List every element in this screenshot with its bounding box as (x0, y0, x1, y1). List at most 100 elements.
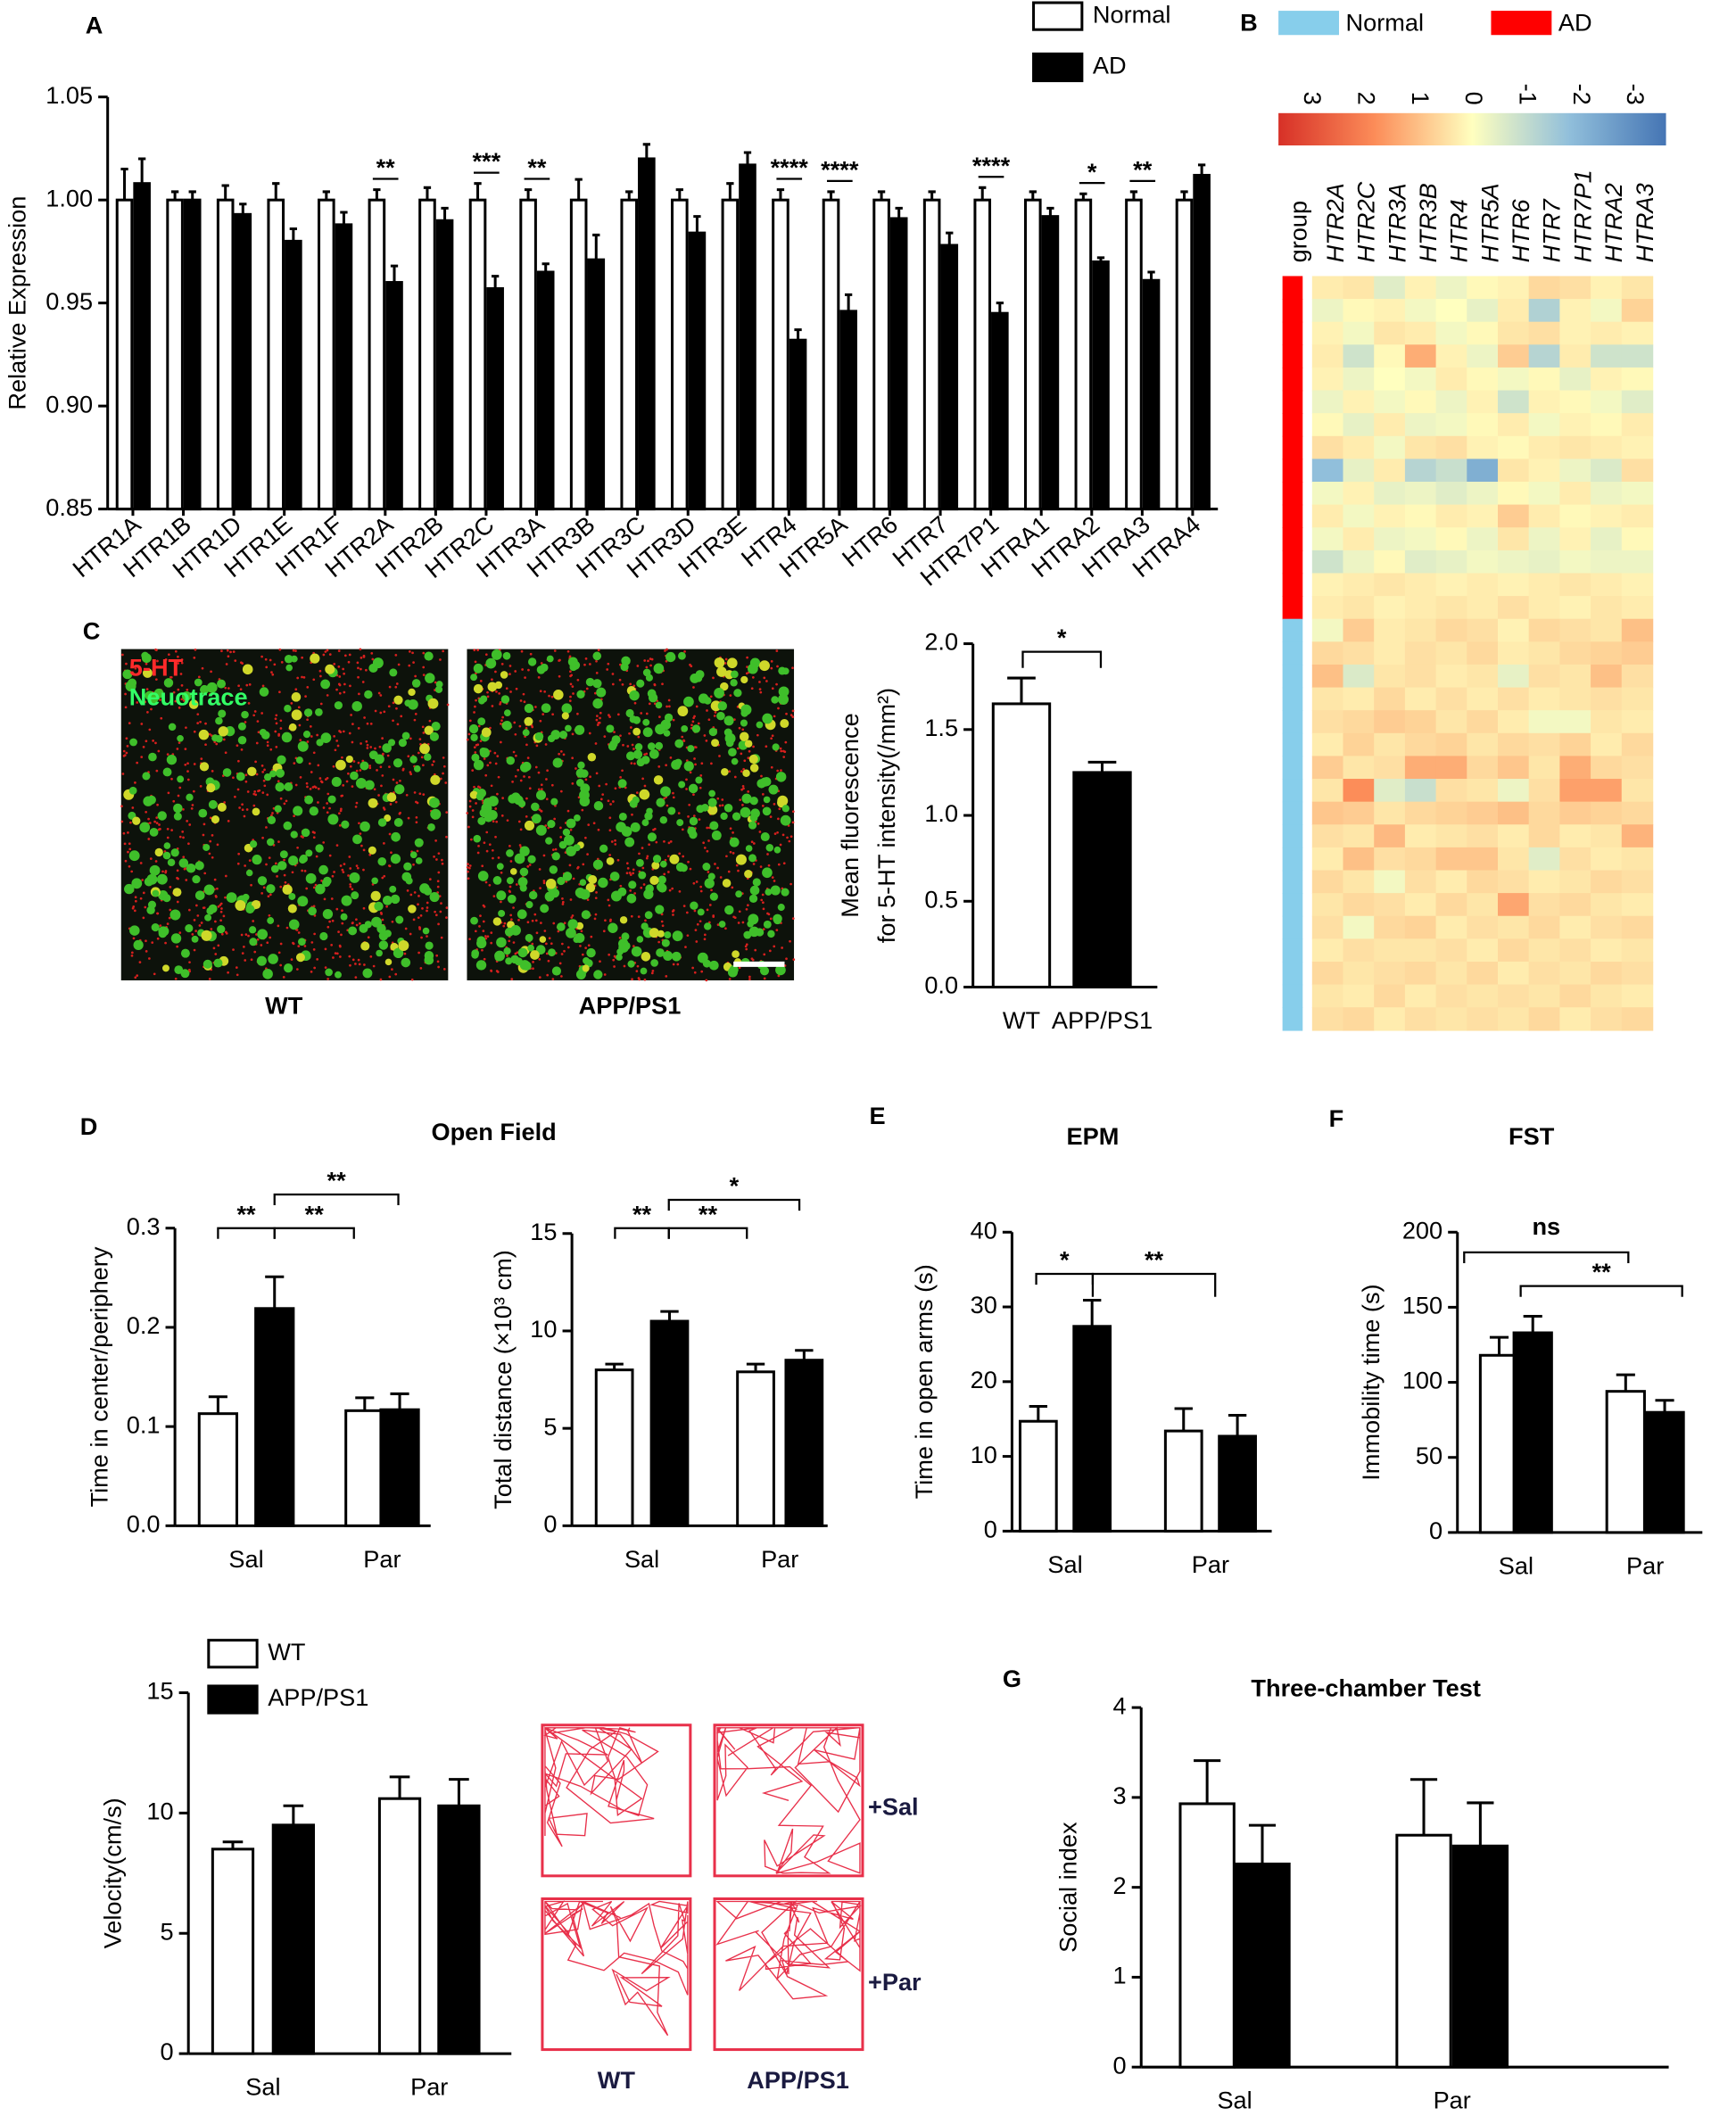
micrograph-dot (445, 916, 448, 919)
heatmap-cell (1591, 984, 1623, 1008)
micrograph-cell (288, 919, 300, 930)
micrograph-cell (551, 852, 560, 861)
micrograph-dot (435, 858, 438, 861)
micrograph-dot (335, 688, 338, 691)
micrograph-dot (127, 850, 129, 854)
heatmap-cell (1435, 504, 1468, 529)
micrograph-cell (194, 678, 203, 687)
micrograph-cell (237, 736, 247, 745)
micrograph-dot (244, 959, 247, 962)
micrograph-dot (607, 662, 610, 665)
micrograph-cell (295, 953, 305, 963)
micrograph-cell (309, 806, 318, 816)
micrograph-dot (262, 779, 266, 782)
micrograph-dot (196, 914, 200, 917)
heatmap-cell (1374, 893, 1406, 917)
micrograph-dot (483, 905, 486, 908)
micrograph-dot (632, 684, 636, 688)
micrograph-dot (466, 865, 469, 869)
micrograph-dot (640, 712, 643, 715)
micrograph-dot (362, 848, 366, 852)
micrograph-dot (515, 754, 517, 757)
micrograph-dot (145, 740, 148, 743)
micrograph-cell (149, 827, 159, 837)
y-tick-label: 1.5 (924, 714, 958, 741)
heatmap-cell (1621, 367, 1654, 392)
significance-bracket (1519, 1285, 1683, 1297)
micrograph-cell (592, 679, 602, 689)
micrograph-dot (548, 694, 550, 698)
micrograph-cell (735, 854, 747, 865)
error-bar (491, 275, 500, 289)
micrograph-cell (531, 814, 541, 824)
micrograph-dot (313, 932, 316, 936)
micrograph-dot (539, 690, 542, 693)
heatmap-cell (1497, 756, 1530, 780)
micrograph-dot (671, 910, 674, 913)
heatmap-cell (1374, 459, 1406, 483)
micrograph-dot (575, 767, 577, 770)
micrograph-dot (279, 885, 283, 889)
micrograph-dot (497, 775, 500, 779)
x-tick-label: HTR6 (837, 510, 903, 572)
micrograph-dot (381, 876, 384, 880)
micrograph-dot (359, 769, 362, 772)
micrograph-dot (759, 690, 763, 694)
micrograph-dot (209, 816, 212, 820)
micrograph-dot (317, 764, 320, 767)
micrograph-dot (603, 973, 607, 976)
micrograph-cell (401, 957, 411, 968)
micrograph-dot (335, 844, 339, 847)
micrograph-dot (581, 808, 584, 812)
micrograph-cell (539, 936, 547, 943)
micrograph-dot (682, 855, 685, 858)
micrograph-cell (725, 739, 734, 748)
micrograph-dot (201, 666, 204, 670)
micrograph-cell (587, 752, 597, 762)
micrograph-cell (414, 838, 424, 847)
micrograph-dot (626, 745, 630, 748)
micrograph-cell (364, 690, 373, 699)
micrograph-cell (305, 849, 313, 857)
micrograph-cell (211, 734, 219, 742)
bar (437, 1804, 481, 2055)
heatmap-cell (1435, 550, 1468, 574)
micrograph-cell (665, 651, 676, 663)
error-bar (575, 178, 583, 201)
heatmap-cell (1497, 779, 1530, 803)
micrograph-cell (759, 660, 770, 672)
group-cell (1282, 527, 1303, 551)
micrograph-dot (166, 753, 169, 756)
micrograph-cell (425, 941, 434, 950)
micrograph-cell (681, 724, 689, 732)
micrograph-cell (142, 668, 153, 678)
micrograph-dot (661, 682, 664, 686)
heatmap-cell (1311, 893, 1344, 917)
heatmap-cell (1467, 961, 1499, 986)
micrograph-dot (607, 799, 610, 803)
micrograph-dot (265, 665, 269, 669)
heatmap-cell (1374, 961, 1406, 986)
micrograph-cell (378, 940, 389, 950)
micrograph-cell (655, 905, 665, 914)
bar (872, 198, 890, 511)
heatmap-cell (1435, 984, 1468, 1008)
error-bar (423, 186, 432, 201)
micrograph-dot (216, 887, 219, 890)
heatmap-cell (1591, 664, 1623, 689)
micrograph-dot (213, 878, 217, 881)
micrograph-dot (146, 710, 149, 714)
micrograph-dot (305, 781, 309, 785)
micrograph-dot (526, 921, 530, 924)
micrograph-dot (313, 831, 316, 834)
micrograph-cell (142, 772, 151, 781)
micrograph-dot (264, 657, 268, 661)
micrograph-cell (752, 878, 761, 887)
micrograph-dot (713, 715, 716, 717)
micrograph-cell (545, 878, 557, 889)
heatmap-cell (1591, 459, 1623, 483)
x-tick-label: Sal (1217, 2087, 1252, 2112)
micrograph-dot (446, 703, 450, 707)
heatmap-cell (1404, 687, 1437, 711)
micrograph-dot (336, 744, 340, 748)
